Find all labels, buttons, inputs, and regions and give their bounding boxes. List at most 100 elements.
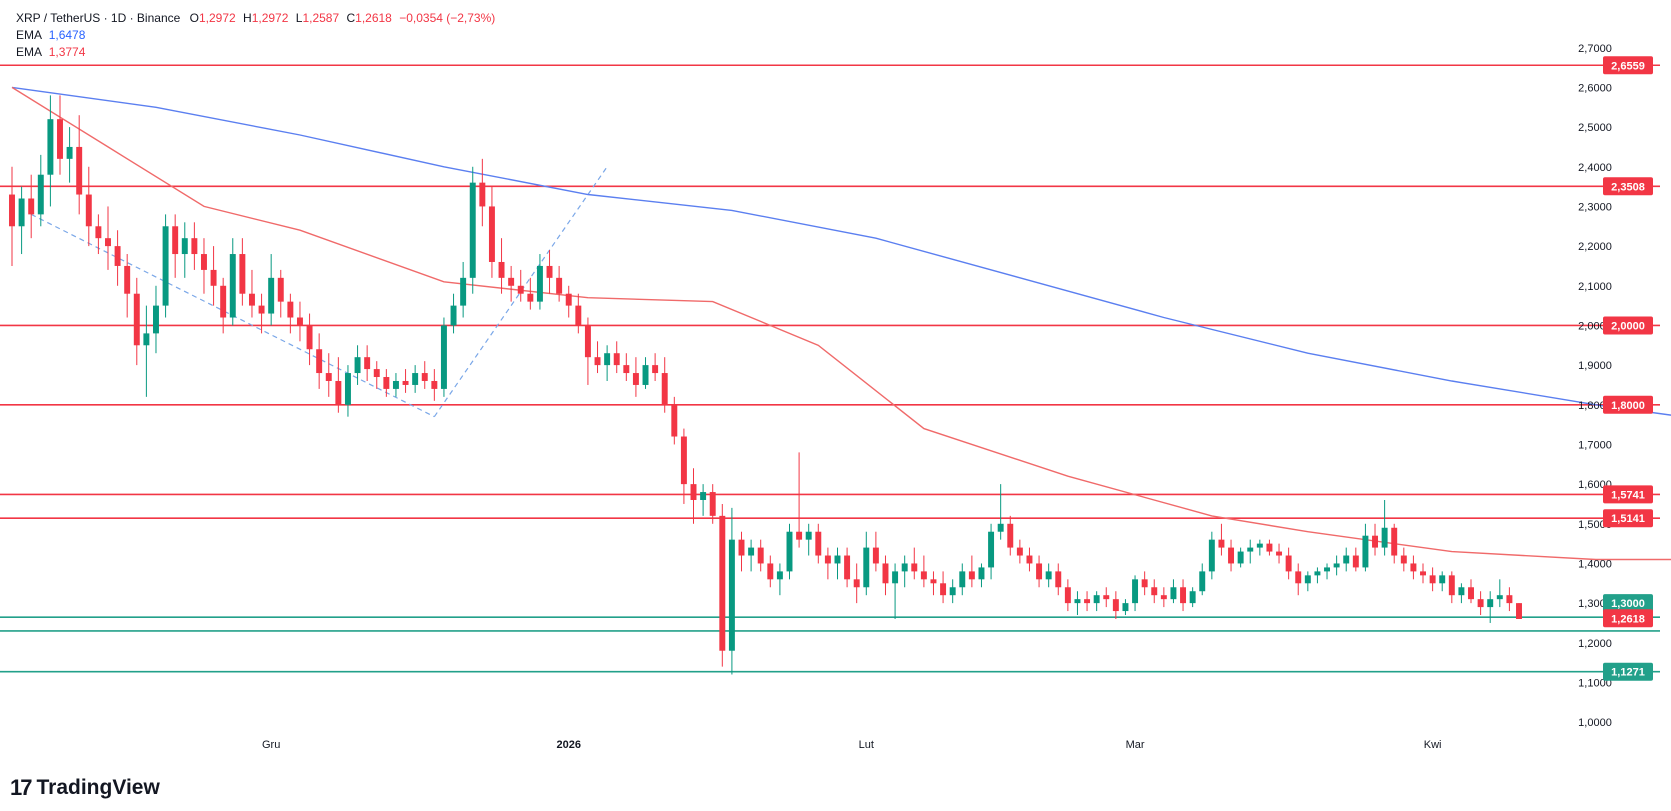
candle[interactable] (844, 547, 851, 588)
candle[interactable] (997, 484, 1004, 540)
candle[interactable] (796, 452, 803, 548)
candle[interactable] (9, 166, 15, 266)
candle[interactable] (66, 127, 73, 183)
ema-long-line[interactable] (11, 86, 1671, 464)
candle[interactable] (556, 265, 563, 302)
candle[interactable] (565, 285, 572, 318)
candle[interactable] (344, 365, 351, 417)
candle[interactable] (642, 357, 649, 389)
candle[interactable] (882, 555, 889, 596)
candle[interactable] (1007, 515, 1014, 556)
level-price-tag[interactable]: 2,6559 (1603, 56, 1653, 75)
candle[interactable] (1208, 531, 1215, 580)
candle[interactable] (440, 317, 447, 397)
candle[interactable] (1064, 579, 1071, 612)
candle[interactable] (392, 373, 399, 397)
candle[interactable] (402, 369, 409, 393)
candle[interactable] (1314, 567, 1321, 584)
candle[interactable] (28, 174, 35, 239)
candle[interactable] (1026, 547, 1033, 572)
level-price-tag[interactable]: 2,0000 (1603, 316, 1653, 335)
candle[interactable] (1468, 579, 1474, 604)
candle[interactable] (872, 531, 879, 572)
candle[interactable] (239, 238, 246, 306)
current-price-tag[interactable]: 1,3000 (1603, 594, 1653, 613)
candle[interactable] (546, 250, 553, 294)
candle[interactable] (940, 571, 947, 604)
candle[interactable] (719, 503, 726, 667)
candle[interactable] (805, 523, 812, 556)
candle[interactable] (757, 539, 764, 572)
level-price-tag[interactable]: 1,5141 (1603, 509, 1653, 528)
candle[interactable] (306, 313, 313, 366)
candle[interactable] (421, 361, 428, 389)
candle[interactable] (863, 531, 870, 596)
candle[interactable] (1324, 563, 1331, 580)
candle[interactable] (277, 269, 284, 318)
ema-short-line[interactable] (11, 86, 1671, 571)
candle[interactable] (978, 563, 985, 588)
candle[interactable] (1285, 547, 1292, 580)
candle[interactable] (153, 285, 159, 354)
candle[interactable] (1084, 591, 1091, 612)
candle[interactable] (1151, 579, 1158, 604)
candle[interactable] (469, 166, 476, 294)
candle[interactable] (162, 214, 169, 318)
candle[interactable] (287, 293, 294, 334)
candle[interactable] (604, 345, 611, 381)
candle[interactable] (296, 301, 303, 342)
candle[interactable] (1506, 587, 1513, 612)
candle[interactable] (316, 333, 323, 389)
legend-symbol[interactable]: XRP / TetherUS · 1D · Binance (16, 11, 181, 25)
candle[interactable] (613, 341, 620, 374)
candle[interactable] (383, 369, 390, 397)
candle[interactable] (1266, 539, 1273, 556)
candle[interactable] (1218, 523, 1225, 556)
candle[interactable] (671, 396, 678, 445)
candle[interactable] (738, 531, 745, 572)
candle[interactable] (1381, 499, 1388, 556)
candle[interactable] (498, 238, 505, 294)
candle[interactable] (834, 547, 841, 580)
candle[interactable] (1276, 543, 1283, 564)
candle[interactable] (1160, 587, 1167, 608)
candle[interactable] (1016, 539, 1023, 564)
candle[interactable] (1247, 539, 1254, 564)
candle[interactable] (268, 254, 275, 326)
candle[interactable] (680, 428, 687, 504)
candle[interactable] (1516, 603, 1522, 619)
candle[interactable] (124, 254, 131, 318)
candle[interactable] (95, 214, 102, 255)
candle[interactable] (479, 158, 486, 227)
candle[interactable] (920, 555, 927, 588)
candle[interactable] (412, 365, 419, 393)
candle[interactable] (1429, 567, 1436, 592)
candle[interactable] (584, 317, 591, 385)
candle[interactable] (191, 222, 198, 270)
candle[interactable] (728, 507, 735, 675)
candle[interactable] (373, 361, 380, 389)
candle[interactable] (210, 246, 217, 306)
legend-ema-long-row[interactable]: EMA 1,6478 (16, 27, 495, 44)
level-price-tag[interactable]: 1,5741 (1603, 485, 1653, 504)
candle[interactable] (488, 186, 495, 278)
candle[interactable] (143, 305, 150, 397)
candle[interactable] (57, 95, 63, 175)
candle[interactable] (1333, 555, 1340, 576)
candle[interactable] (690, 468, 697, 524)
candle[interactable] (200, 238, 207, 294)
candle[interactable] (1295, 563, 1302, 596)
candle[interactable] (1352, 547, 1359, 572)
candle[interactable] (47, 95, 54, 207)
tradingview-brand[interactable]: 17 TradingView (10, 775, 160, 801)
candle[interactable] (248, 269, 255, 318)
candle[interactable] (325, 353, 332, 397)
candle[interactable] (172, 214, 179, 278)
candle[interactable] (1228, 539, 1235, 572)
candle[interactable] (1420, 563, 1426, 584)
candle[interactable] (1343, 547, 1350, 572)
candle[interactable] (1237, 547, 1244, 568)
candle[interactable] (709, 484, 716, 524)
candle[interactable] (1477, 591, 1484, 616)
